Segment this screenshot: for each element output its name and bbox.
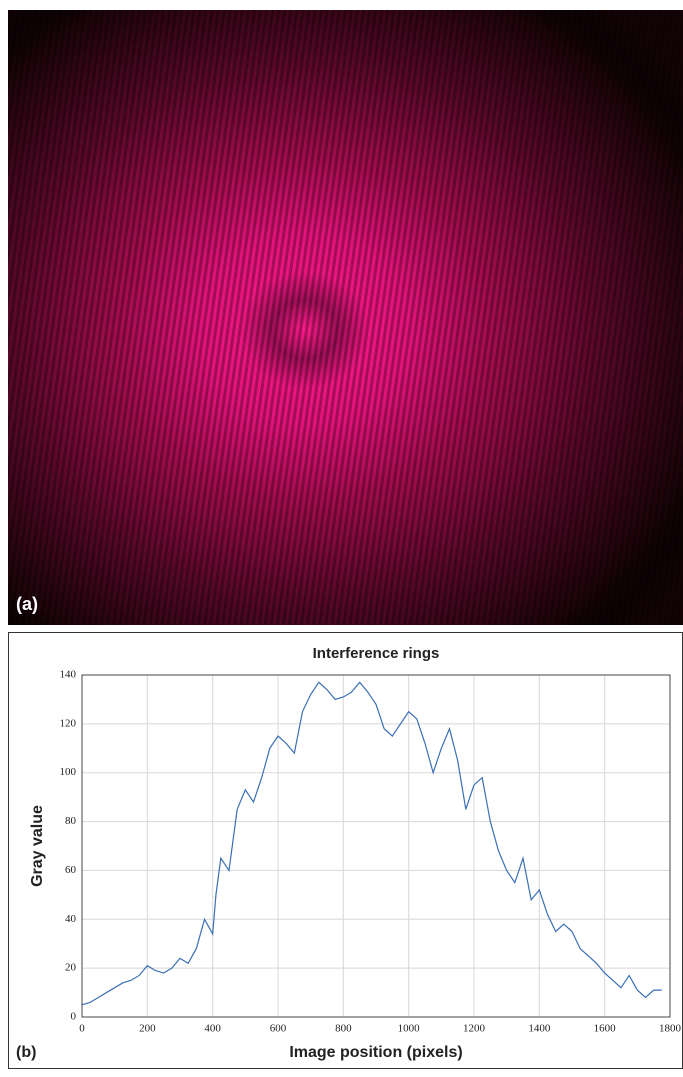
panel-border [8,632,683,1069]
y-tick-label: 100 [60,766,77,778]
x-tick-label: 200 [139,1023,156,1035]
y-tick-label: 0 [71,1011,77,1023]
x-tick-label: 1000 [398,1023,421,1035]
plot-frame [81,674,671,1018]
chart-title: Interference rings [313,645,440,662]
x-tick-label: 1400 [528,1023,551,1035]
x-tick-label: 1200 [463,1023,486,1035]
y-tick-label: 140 [60,669,77,681]
y-tick-label: 40 [65,913,77,925]
y-axis-label: Gray value [29,805,46,887]
y-tick-label: 80 [65,815,77,827]
panel-label: (b) [16,1044,36,1061]
photo [8,10,683,625]
x-tick-label: 600 [270,1023,287,1035]
x-tick-label: 0 [79,1023,85,1035]
y-tick-label: 20 [65,962,77,974]
data-line [81,681,662,1006]
y-tick-label: 120 [60,717,77,729]
x-tick-label: 1600 [594,1023,617,1035]
x-axis-label: Image position (pixels) [289,1044,462,1061]
x-tick-label: 400 [204,1023,221,1035]
y-tick-label: 60 [65,864,77,876]
x-tick-label: 1800 [659,1023,682,1035]
image-label: (a) [16,594,38,614]
x-tick-label: 800 [335,1023,352,1035]
